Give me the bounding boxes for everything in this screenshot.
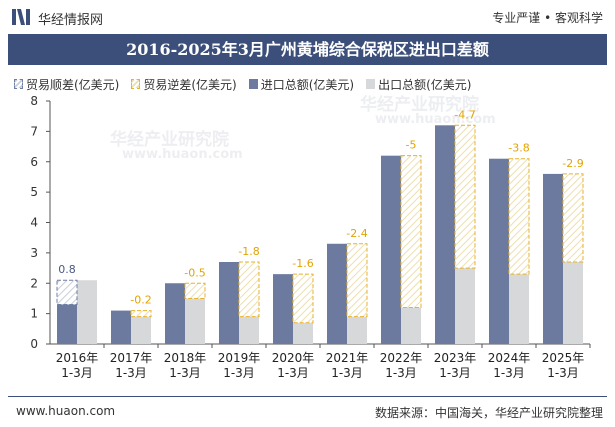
trade-deficit-bar [508,158,530,275]
legend-swatch-deficit [131,79,141,89]
y-tick-label: 8 [30,94,38,108]
legend-item-export: 出口总额(亿美元) [366,76,472,93]
trade-deficit-bar [292,273,314,324]
x-category-period-label: 1-3月 [331,366,363,380]
y-tick-label: 2 [30,276,38,290]
import-bar [489,158,509,344]
y-tick-label: 3 [30,246,38,260]
x-category-period-label: 1-3月 [61,366,93,380]
watermark-text: 华经产业研究院 [360,95,479,115]
x-category-period-label: 1-3月 [385,366,417,380]
footer: www.huaon.com 数据来源：中国海关，华经产业研究院整理 [0,396,615,427]
balance-data-label: -4.7 [454,108,475,121]
legend-swatch-export [366,79,376,89]
balance-data-label: 0.8 [58,263,76,276]
export-bar [563,261,583,344]
trade-deficit-bar [454,124,476,269]
x-category-year-label: 2022年 [380,351,423,365]
data-source: 数据来源：中国海关，华经产业研究院整理 [374,406,603,420]
import-bar [273,274,293,344]
x-category-year-label: 2023年 [434,351,477,365]
export-bar [293,322,313,344]
x-category-period-label: 1-3月 [439,366,471,380]
y-tick-label: 4 [30,216,38,230]
balance-data-label: -5 [406,139,417,152]
x-category-period-label: 1-3月 [115,366,147,380]
legend-label-export: 出口总额(亿美元) [378,77,472,92]
balance-data-label: -1.6 [292,257,313,270]
import-bar [111,310,131,344]
import-bar [543,173,563,344]
huajing-logo-icon [12,9,30,25]
legend-item-import: 进口总额(亿美元) [248,76,355,93]
balance-data-label: -0.5 [184,266,205,279]
import-bar [327,243,347,344]
watermark-text: 华经产业研究院 [110,130,229,150]
trade-deficit-bar [346,243,368,318]
chart-title: 2016-2025年3月广州黄埔综合保税区进出口差额 [8,34,607,65]
legend-label-import: 进口总额(亿美元) [260,77,355,92]
export-bar [77,280,97,344]
trade-surplus-bar [56,279,78,306]
balance-data-label: -2.4 [346,227,367,240]
y-tick-label: 7 [30,124,38,138]
export-bar [455,268,475,344]
x-category-year-label: 2021年 [326,351,369,365]
trade-deficit-bar [130,310,152,318]
y-tick-label: 5 [30,185,38,199]
y-tick-label: 1 [30,307,38,321]
legend-label-deficit: 贸易逆差(亿美元) [143,77,237,92]
balance-data-label: -1.8 [238,245,259,258]
top-bar: 华经情报网 专业严谨 • 客观科学 [0,0,615,34]
legend-swatch-import [248,79,258,89]
x-category-year-label: 2020年 [272,351,315,365]
watermark-url: www.huaon.com [375,112,496,127]
watermark-url: www.huaon.com [122,147,243,162]
legend-swatch-surplus [14,79,23,89]
import-bar [57,304,77,344]
trade-deficit-bar [184,282,206,299]
balance-data-label: -0.2 [130,294,151,307]
export-bar [401,307,421,344]
legend-item-surplus: 贸易顺差(亿美元) [14,76,119,93]
legend-item-deficit: 贸易逆差(亿美元) [131,76,237,93]
import-bar [165,283,185,344]
x-category-year-label: 2024年 [488,351,531,365]
chart-legend: 贸易顺差(亿美元) 贸易逆差(亿美元) 进口总额(亿美元) 出口总额(亿美元) [14,75,484,93]
footer-divider [8,396,607,397]
y-tick-label: 0 [30,337,38,351]
x-category-year-label: 2025年 [542,351,585,365]
import-bar [219,261,239,344]
x-category-period-label: 1-3月 [169,366,201,380]
trade-balance-chart: 0123456782016年1-3月2017年1-3月2018年1-3月2019… [30,94,591,380]
y-tick-label: 6 [30,155,38,169]
brand-name: 华经情报网 [38,13,104,28]
footer-site: www.huaon.com [16,404,116,418]
export-bar [239,316,259,344]
x-category-period-label: 1-3月 [547,366,579,380]
legend-label-surplus: 贸易顺差(亿美元) [26,77,120,92]
x-category-period-label: 1-3月 [223,366,255,380]
balance-data-label: -3.8 [508,142,529,155]
import-bar [435,125,455,344]
export-bar [185,298,205,344]
trade-deficit-bar [562,173,584,263]
x-category-year-label: 2017年 [110,351,153,365]
x-category-year-label: 2019年 [218,351,261,365]
balance-data-label: -2.9 [562,157,583,170]
slogan: 专业严谨 • 客观科学 [492,11,603,25]
import-bar [381,155,401,344]
x-category-period-label: 1-3月 [277,366,309,380]
x-category-year-label: 2018年 [164,351,207,365]
export-bar [347,316,367,344]
trade-deficit-bar [238,261,260,318]
x-category-year-label: 2016年 [56,351,99,365]
x-category-period-label: 1-3月 [493,366,525,380]
export-bar [131,316,151,344]
trade-deficit-bar [400,155,422,309]
export-bar [509,274,529,344]
